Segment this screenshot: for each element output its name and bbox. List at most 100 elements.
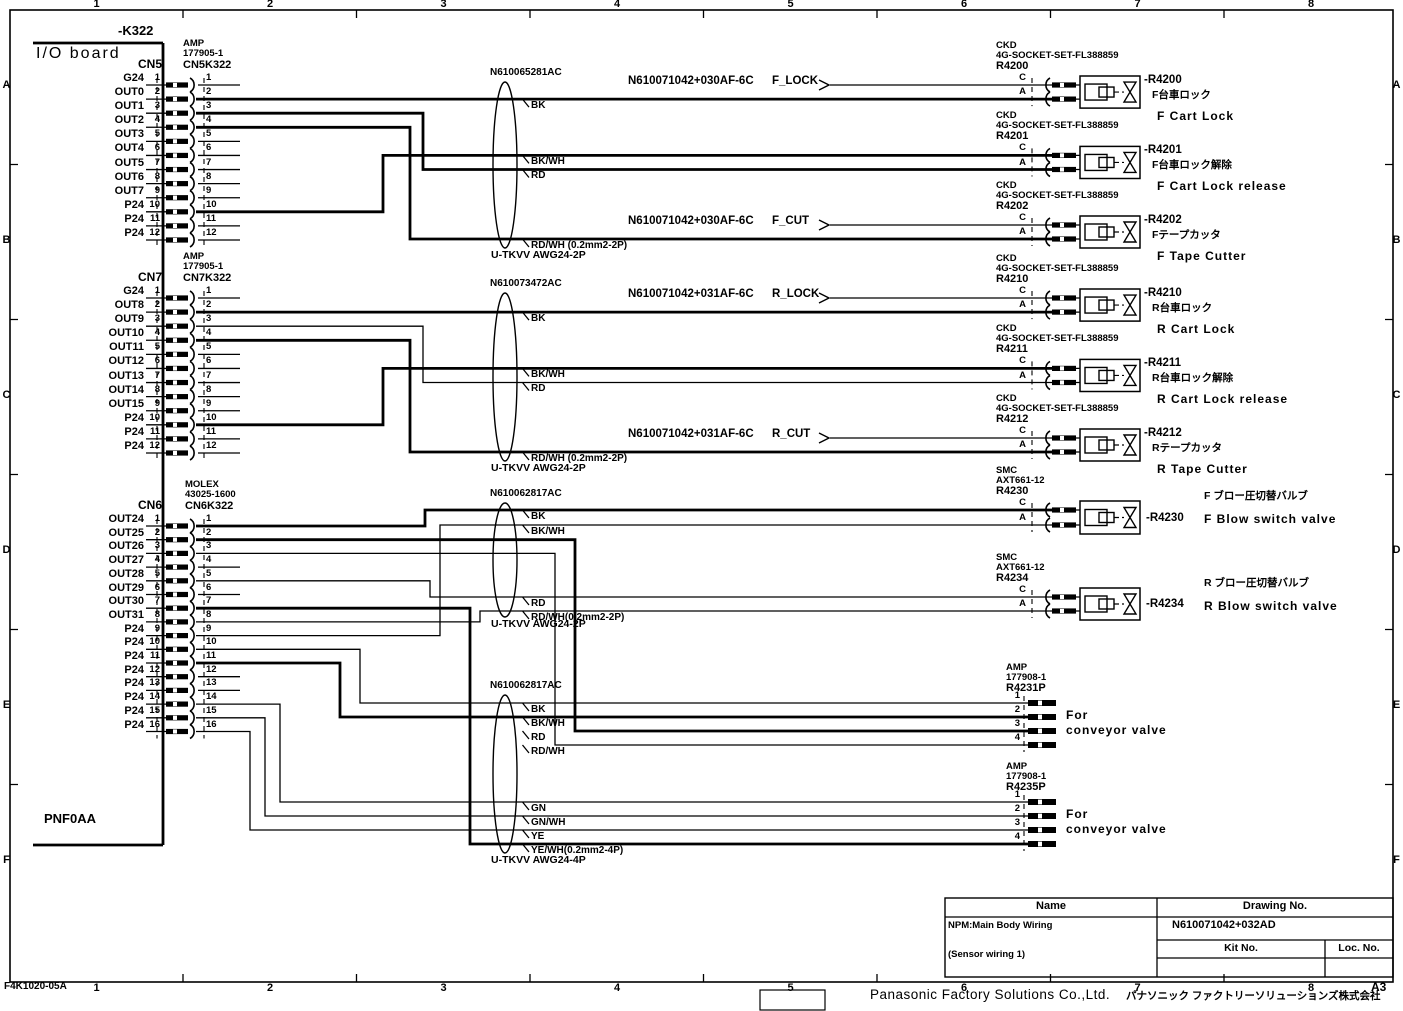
cable-spec-label: U-TKVV AWG24-2P xyxy=(491,249,586,261)
device-mfr: CKD xyxy=(996,323,1017,335)
grid-col-label-top: 5 xyxy=(787,0,794,10)
titleblock-loc-header: Loc. No. xyxy=(1338,942,1380,954)
device-ref: R4212 xyxy=(996,413,1029,425)
device-pin-c: C xyxy=(1019,142,1026,154)
device-pin-a: A xyxy=(1019,369,1026,381)
grid-row-label-right: D xyxy=(1392,544,1401,556)
pin-label: OUT26 xyxy=(108,540,144,553)
device-part: 4G-SOCKET-SET-FL388859 xyxy=(996,190,1119,201)
connector-name: CN5 xyxy=(137,57,162,71)
device-ref: R4210 xyxy=(996,273,1029,285)
wire-color-label: BK/WH xyxy=(531,368,565,380)
pin-number-right: 8 xyxy=(206,383,212,395)
company-name-en: Panasonic Factory Solutions Co.,Ltd. xyxy=(870,987,1111,1002)
pin-number-left: 10 xyxy=(149,198,160,210)
pin-label: P24 xyxy=(124,212,144,225)
pin-number-left: 4 xyxy=(154,114,160,126)
plug-part: 177908-1 xyxy=(1006,672,1047,683)
device-name-en: F Cart Lock xyxy=(1157,109,1235,123)
device-tag: -R4212 xyxy=(1144,427,1182,439)
pin-number-right: 10 xyxy=(206,636,217,648)
pin-number-right: 1 xyxy=(206,513,212,524)
device-pin-a: A xyxy=(1019,86,1026,98)
pin-number-left: 14 xyxy=(149,691,160,703)
device-pin-c: C xyxy=(1019,425,1026,436)
device-tag: -R4211 xyxy=(1144,357,1182,370)
plug-desc-line1: For xyxy=(1066,807,1089,821)
pin-number-left: 9 xyxy=(154,184,160,196)
pin-number-left: 16 xyxy=(149,718,160,730)
plug-mfr: AMP xyxy=(1006,761,1028,772)
device-pin-c: C xyxy=(1019,212,1026,223)
pin-label: OUT5 xyxy=(114,156,144,169)
device-pin-a: A xyxy=(1019,598,1026,609)
device-name-jp: R台車ロック解除 xyxy=(1152,372,1234,385)
pin-label: OUT12 xyxy=(108,355,144,368)
plug-desc-line1: For xyxy=(1066,708,1089,722)
device-name-jp: R ブロー圧切替バルブ xyxy=(1204,577,1309,589)
connector-name: CN7 xyxy=(137,270,162,284)
pin-number-right: 4 xyxy=(206,114,212,126)
pin-number-right: 10 xyxy=(206,198,217,210)
wire-color-label: RD/WH(0.2mm2-2P) xyxy=(531,611,625,623)
wire-color-label: RD xyxy=(531,170,546,181)
pin-label: P24 xyxy=(124,226,144,239)
pin-label: OUT0 xyxy=(114,86,144,99)
device-pin-c: C xyxy=(1019,584,1026,595)
connector-harness: CN6K322 xyxy=(185,500,234,512)
pin-label: OUT25 xyxy=(108,526,144,539)
board-title: I/O board xyxy=(36,45,121,62)
connector-mfr: AMP xyxy=(183,251,205,262)
titleblock-kit-header: Kit No. xyxy=(1224,942,1258,954)
plug-ref: R4235P xyxy=(1006,781,1046,793)
titleblock-name1: NPM:Main Body Wiring xyxy=(948,920,1053,931)
pin-number-left: 2 xyxy=(154,299,160,311)
pin-number-right: 12 xyxy=(206,226,217,238)
connector-mfr: MOLEX xyxy=(185,479,219,490)
device-pin-a: A xyxy=(1019,299,1026,311)
pin-label: P24 xyxy=(124,425,144,438)
plug-pin-number: 2 xyxy=(1014,704,1020,715)
pin-number-left: 1 xyxy=(154,72,160,83)
pin-number-left: 15 xyxy=(149,704,160,716)
pin-label: OUT6 xyxy=(114,170,144,183)
pin-number-right: 7 xyxy=(206,595,212,607)
plug-desc-line2: conveyor valve xyxy=(1066,723,1167,737)
device-tag: -R4202 xyxy=(1144,214,1182,226)
wire-color-label: BK xyxy=(531,312,546,324)
pin-label: OUT8 xyxy=(114,299,144,312)
wire-color-label: BK xyxy=(531,510,546,522)
pin-label: OUT24 xyxy=(108,513,144,525)
signal-name: R_LOCK xyxy=(772,288,820,300)
device-part: 4G-SOCKET-SET-FL388859 xyxy=(996,50,1119,61)
device-name-en: R Tape Cutter xyxy=(1157,462,1248,476)
pin-number-right: 6 xyxy=(206,581,212,593)
pin-number-right: 11 xyxy=(206,650,217,661)
grid-col-label-bottom: 7 xyxy=(1134,982,1141,994)
device-name-en: R Cart Lock release xyxy=(1157,392,1289,407)
device-name-jp: Rテープカッタ xyxy=(1152,442,1222,454)
grid-col-label-bottom: 5 xyxy=(787,982,794,994)
device-tag: -R4230 xyxy=(1146,511,1184,524)
pin-number-left: 4 xyxy=(154,327,160,339)
pin-number-right: 2 xyxy=(206,299,212,311)
pin-label: OUT3 xyxy=(114,128,144,141)
pin-number-right: 4 xyxy=(206,554,212,566)
wire-color-label: GN/WH xyxy=(531,816,566,828)
device-ref: R4202 xyxy=(996,200,1029,212)
titleblock-name2: (Sensor wiring 1) xyxy=(948,949,1026,960)
device-part: AXT661-12 xyxy=(996,562,1045,573)
pin-number-left: 1 xyxy=(154,513,160,524)
grid-col-label-bottom: 4 xyxy=(613,982,621,994)
pin-number-left: 7 xyxy=(154,369,160,381)
cable-part-label: N610073472AC xyxy=(490,278,562,289)
pin-number-left: 7 xyxy=(154,595,160,607)
connector-harness: CN5K322 xyxy=(183,59,232,71)
grid-row-label-right: B xyxy=(1392,234,1401,246)
pin-number-right: 6 xyxy=(206,142,212,154)
titleblock-name-header: Name xyxy=(1036,900,1066,912)
device-name-jp: R台車ロック xyxy=(1152,302,1213,314)
pin-number-right: 15 xyxy=(206,704,217,716)
device-ref: R4211 xyxy=(996,343,1028,356)
